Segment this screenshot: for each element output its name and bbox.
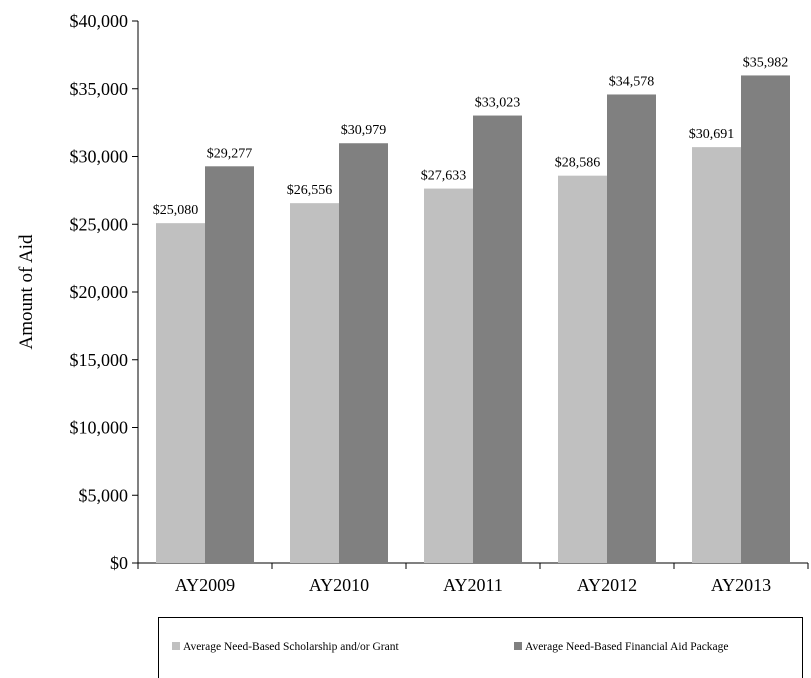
- y-tick-label: $20,000: [70, 282, 129, 302]
- data-label: $26,556: [287, 183, 333, 198]
- legend-label: Average Need-Based Scholarship and/or Gr…: [183, 641, 399, 653]
- y-tick-label: $0: [110, 553, 128, 573]
- legend-swatch: [514, 642, 522, 650]
- legend-box: [158, 617, 803, 678]
- data-label: $34,578: [609, 74, 655, 89]
- data-label: $35,982: [743, 55, 789, 70]
- legend: Average Need-Based Scholarship and/or Gr…: [158, 617, 803, 678]
- x-tick-label: AY2013: [711, 575, 771, 595]
- y-axis: $0 $5,000 $10,000 $15,000 $20,000 $25,000 $30,…: [70, 11, 139, 573]
- bar-financial-aid-package: [741, 75, 790, 563]
- y-tick-label: $10,000: [70, 418, 129, 438]
- x-tick-label: AY2010: [309, 575, 369, 595]
- bar-financial-aid-package: [205, 166, 254, 564]
- x-tick-label: AY2012: [577, 575, 637, 595]
- data-label: $29,277: [207, 146, 253, 161]
- y-tick-label: $40,000: [70, 11, 129, 31]
- legend-label: Average Need-Based Financial Aid Package: [525, 641, 729, 653]
- bar-financial-aid-package: [339, 143, 388, 563]
- legend-swatch: [172, 642, 180, 650]
- bar-financial-aid-package: [473, 115, 522, 563]
- data-label: $28,586: [555, 156, 601, 171]
- y-axis-title: Amount of Aid: [16, 234, 37, 350]
- x-tick-label: AY2011: [443, 575, 503, 595]
- y-tick-label: $35,000: [70, 79, 129, 99]
- bar-scholarship-grant: [290, 203, 339, 563]
- y-tick-label: $30,000: [70, 147, 129, 167]
- y-tick-label: $15,000: [70, 350, 129, 370]
- data-label: $30,979: [341, 123, 387, 138]
- bars: $25,080 $29,277 $26,556 $30,979 $27,633 $33,0…: [153, 55, 790, 564]
- y-tick-label: $25,000: [70, 214, 129, 234]
- bar-scholarship-grant: [692, 147, 741, 563]
- data-label: $27,633: [421, 169, 467, 184]
- bar-scholarship-grant: [156, 223, 205, 563]
- bar-scholarship-grant: [424, 188, 473, 563]
- data-label: $33,023: [475, 96, 521, 111]
- bar-scholarship-grant: [558, 175, 607, 563]
- data-label: $25,080: [153, 203, 199, 218]
- x-tick-label: AY2009: [175, 575, 235, 595]
- bar-financial-aid-package: [607, 94, 656, 563]
- y-tick-label: $5,000: [79, 485, 129, 505]
- x-axis: AY2009 AY2010 AY2011 AY2012 AY2013: [137, 562, 809, 595]
- data-label: $30,691: [689, 127, 735, 142]
